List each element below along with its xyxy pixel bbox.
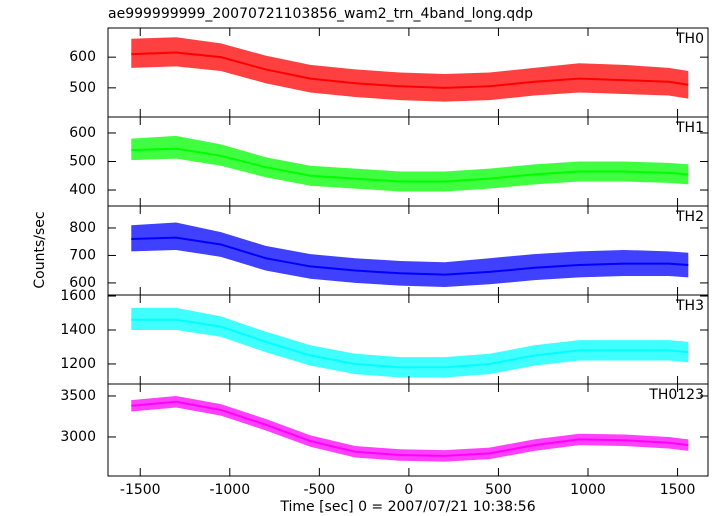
panel-label: TH0 <box>675 31 704 47</box>
panel-label: TH3 <box>675 298 704 314</box>
x-tick-label: -500 <box>303 482 335 498</box>
panel-frame <box>107 383 709 477</box>
mean-line <box>131 236 689 276</box>
y-tick-label: 1600 <box>60 288 96 304</box>
x-tick-label: -1500 <box>120 482 161 498</box>
y-axis-label: Counts/sec <box>32 211 48 288</box>
x-axis-label: Time [sec] 0 = 2007/07/21 10:38:56 <box>279 499 535 515</box>
panel-label: TH1 <box>675 120 704 136</box>
x-tick-label: -1000 <box>209 482 250 498</box>
y-tick-label: 800 <box>69 220 96 236</box>
x-tick-label: 1500 <box>660 482 696 498</box>
panel-label: TH2 <box>675 209 704 225</box>
y-tick-label: 600 <box>69 125 96 141</box>
y-tick-label: 1200 <box>60 356 96 372</box>
noise-band <box>131 395 689 462</box>
x-tick-label: 1000 <box>570 482 606 498</box>
y-tick-label: 500 <box>69 154 96 170</box>
y-tick-label: 1400 <box>60 322 96 338</box>
y-tick-label: 3500 <box>60 388 96 404</box>
y-tick-label: 700 <box>69 247 96 263</box>
mean-line <box>131 318 689 369</box>
y-tick-label: 3000 <box>60 429 96 445</box>
mean-line <box>131 147 689 183</box>
noise-band <box>131 135 689 192</box>
x-tick-label: 0 <box>404 482 413 498</box>
y-tick-label: 400 <box>69 182 96 198</box>
y-tick-label: 600 <box>69 49 96 65</box>
noise-band <box>131 37 689 102</box>
y-tick-label: 500 <box>69 80 96 96</box>
x-tick-label: 500 <box>485 482 512 498</box>
chart-title: ae999999999_20070721103856_wam2_trn_4ban… <box>108 6 533 22</box>
mean-line <box>131 51 689 89</box>
noise-band <box>131 222 689 288</box>
panel-label: TH0123 <box>648 387 704 403</box>
mean-line <box>131 400 689 457</box>
noise-band <box>131 307 689 378</box>
y-tick-label: 600 <box>69 275 96 291</box>
